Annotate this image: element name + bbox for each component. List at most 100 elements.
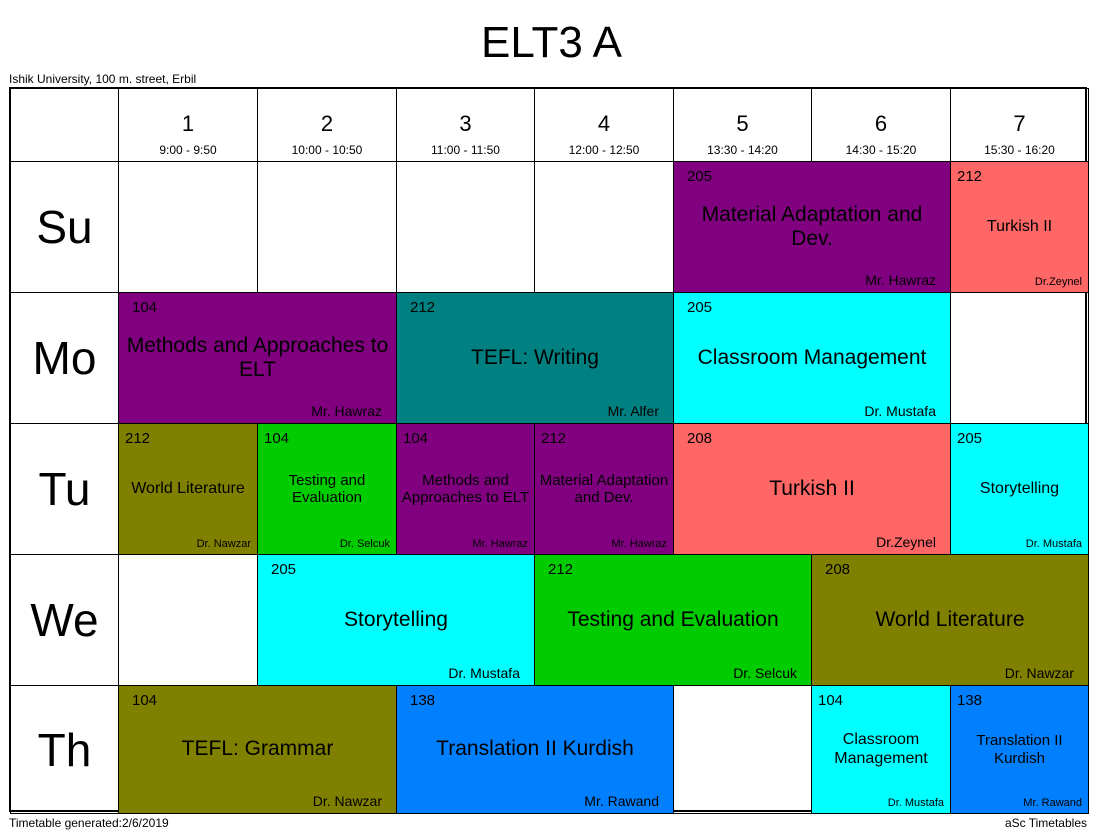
room-number: 212: [957, 168, 983, 185]
empty-slot: [257, 161, 397, 293]
period-time: 11:00 - 11:50: [431, 143, 500, 157]
teacher-name: Dr. Selcuk: [339, 538, 390, 550]
day-name: Mo: [32, 332, 97, 384]
teacher-name: Dr. Mustafa: [448, 665, 520, 681]
room-number: 212: [541, 430, 567, 447]
subject-name: TEFL: Writing: [471, 345, 599, 369]
day-name: Su: [36, 201, 93, 253]
lesson-cell[interactable]: 208 Turkish II Dr.Zeynel: [673, 423, 951, 555]
subject-name: World Literature: [875, 607, 1025, 631]
day-label: Tu: [10, 423, 119, 555]
period-time: 15:30 - 16:20: [984, 143, 1055, 157]
room-number: 205: [957, 430, 983, 447]
teacher-name: Mr. Hawraz: [472, 538, 528, 550]
subject-name: Material Adaptation and Dev.: [539, 471, 669, 506]
subject-name: Testing and Evaluation: [288, 471, 366, 506]
teacher-name: Mr. Alfer: [607, 403, 659, 419]
corner-cell: [10, 88, 119, 162]
room-number: 205: [687, 168, 713, 185]
day-label: We: [10, 554, 119, 686]
subject-name: TEFL: Grammar: [181, 737, 334, 761]
lesson-cell[interactable]: 212 World Literature Dr. Nawzar: [118, 423, 258, 555]
period-time: 12:00 - 12:50: [568, 143, 640, 157]
day-name: We: [30, 594, 99, 646]
room-number: 104: [264, 430, 290, 447]
subject-name: Methods and Approaches to ELT: [401, 471, 530, 506]
period-time: 13:30 - 14:20: [707, 143, 778, 157]
subject-name: World Literature: [131, 479, 245, 497]
room-number: 212: [125, 430, 151, 447]
room-number: 212: [548, 561, 574, 578]
period-number: 2: [320, 111, 334, 136]
subject-name: Classroom Management: [697, 345, 927, 369]
subject-name: Turkish II: [986, 217, 1053, 235]
lesson-cell[interactable]: 205 Storytelling Dr. Mustafa: [950, 423, 1089, 555]
lesson-cell[interactable]: 104 Methods and Approaches to ELT Mr. Hawr…: [118, 292, 397, 424]
empty-slot: [950, 292, 1089, 424]
period-number: 3: [459, 111, 472, 136]
room-number: 208: [687, 430, 713, 447]
subject-name: Storytelling: [979, 479, 1060, 497]
period-header: 3 11:00 - 11:50: [396, 88, 535, 162]
room-number: 212: [410, 299, 436, 316]
lesson-cell[interactable]: 205 Storytelling Dr. Mustafa: [257, 554, 535, 686]
subject-name: Storytelling: [344, 607, 448, 631]
empty-slot: [396, 161, 535, 293]
lesson-cell[interactable]: 212 TEFL: Writing Mr. Alfer: [396, 292, 674, 424]
day-name: Tu: [38, 463, 91, 515]
period-number: 6: [874, 111, 888, 136]
period-header: 2 10:00 - 10:50: [257, 88, 397, 162]
lesson-cell[interactable]: 104 TEFL: Grammar Dr. Nawzar: [118, 685, 397, 814]
lesson-cell[interactable]: 205 Material Adaptation and Dev. Mr. Hawra…: [673, 161, 951, 293]
lesson-cell[interactable]: 212 Material Adaptation and Dev. Mr. Hawra…: [534, 423, 674, 555]
period-number: 7: [1013, 111, 1026, 136]
day-name: Th: [37, 723, 92, 776]
teacher-name: Mr. Hawraz: [311, 403, 382, 419]
lesson-cell[interactable]: 104 Testing and Evaluation Dr. Selcuk: [257, 423, 397, 555]
period-time: 14:30 - 15:20: [845, 143, 917, 157]
room-number: 205: [687, 299, 713, 316]
teacher-name: Dr.Zeynel: [876, 534, 936, 550]
subject-name: Turkish II: [769, 476, 855, 500]
subject-name: Translation II Kurdish: [436, 737, 634, 761]
subject-name: Classroom Management: [834, 731, 928, 767]
teacher-name: Dr. Nawzar: [312, 793, 382, 809]
day-label: Su: [10, 161, 119, 293]
period-header: 4 12:00 - 12:50: [534, 88, 674, 162]
period-header: 1 9:00 - 9:50: [118, 88, 258, 162]
lesson-cell[interactable]: 138 Translation II Kurdish Mr. Rawand: [396, 685, 674, 814]
teacher-name: Dr. Nawzar: [1004, 665, 1074, 681]
lesson-cell[interactable]: 104 Classroom Management Dr. Mustafa: [811, 685, 951, 814]
subject-name: Testing and Evaluation: [567, 607, 779, 631]
room-number: 205: [271, 561, 297, 578]
teacher-name: Dr. Nawzar: [196, 538, 251, 550]
room-number: 104: [132, 692, 158, 709]
room-number: 104: [818, 692, 844, 709]
teacher-name: Mr. Hawraz: [611, 538, 667, 550]
room-number: 138: [410, 692, 436, 709]
lesson-cell[interactable]: 104 Methods and Approaches to ELT Mr. Hawr…: [396, 423, 535, 555]
period-header: 6 14:30 - 15:20: [811, 88, 951, 162]
lesson-cell[interactable]: 138 Translation II Kurdish Mr. Rawand: [950, 685, 1089, 814]
empty-slot: [534, 161, 674, 293]
generated-date: Timetable generated:2/6/2019: [9, 816, 169, 830]
room-number: 138: [957, 692, 983, 709]
timetable-grid: 1 9:00 - 9:50 2 10:00 - 10:50 3 11:00 - 11:50…: [9, 87, 1089, 814]
period-time: 9:00 - 9:50: [159, 143, 217, 157]
day-label: Th: [10, 685, 119, 814]
period-number: 5: [736, 111, 749, 136]
empty-slot: [673, 685, 812, 814]
period-number: 4: [597, 111, 611, 136]
room-number: 208: [825, 561, 851, 578]
lesson-cell[interactable]: 208 World Literature Dr. Nawzar: [811, 554, 1089, 686]
teacher-name: Dr.Zeynel: [1034, 276, 1082, 288]
lesson-cell[interactable]: 212 Turkish II Dr.Zeynel: [950, 161, 1089, 293]
period-header: 5 13:30 - 14:20: [673, 88, 812, 162]
lesson-cell[interactable]: 205 Classroom Management Dr. Mustafa: [673, 292, 951, 424]
room-number: 104: [132, 299, 158, 316]
period-time: 10:00 - 10:50: [291, 143, 363, 157]
teacher-name: Mr. Hawraz: [865, 272, 936, 288]
teacher-name: Dr. Mustafa: [1025, 538, 1082, 550]
page-title: ELT3 A: [480, 18, 623, 67]
lesson-cell[interactable]: 212 Testing and Evaluation Dr. Selcuk: [534, 554, 812, 686]
